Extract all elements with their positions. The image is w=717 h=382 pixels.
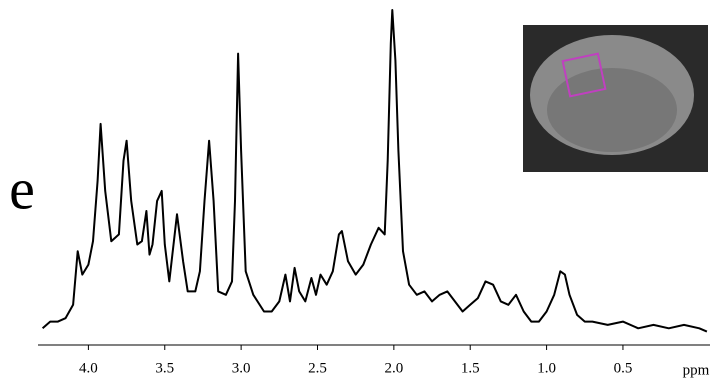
x-axis-label: ppm [683, 362, 710, 378]
chart: e ppm 4.0 3.5 3.0 2.5 2.0 1.5 1.0 0.5 [0, 0, 717, 382]
x-tick-label: 1.5 [461, 360, 480, 376]
x-tick-label: 3.0 [232, 360, 251, 376]
inset-image [523, 25, 708, 172]
x-tick-label: 2.0 [384, 360, 403, 376]
x-tick-label: 3.5 [155, 360, 174, 376]
x-tick-label: 0.5 [614, 360, 633, 376]
x-tick-label: 4.0 [79, 360, 98, 376]
x-tick-label: 1.0 [537, 360, 556, 376]
x-tick-label: 2.5 [308, 360, 327, 376]
panel-label: e [9, 156, 35, 221]
